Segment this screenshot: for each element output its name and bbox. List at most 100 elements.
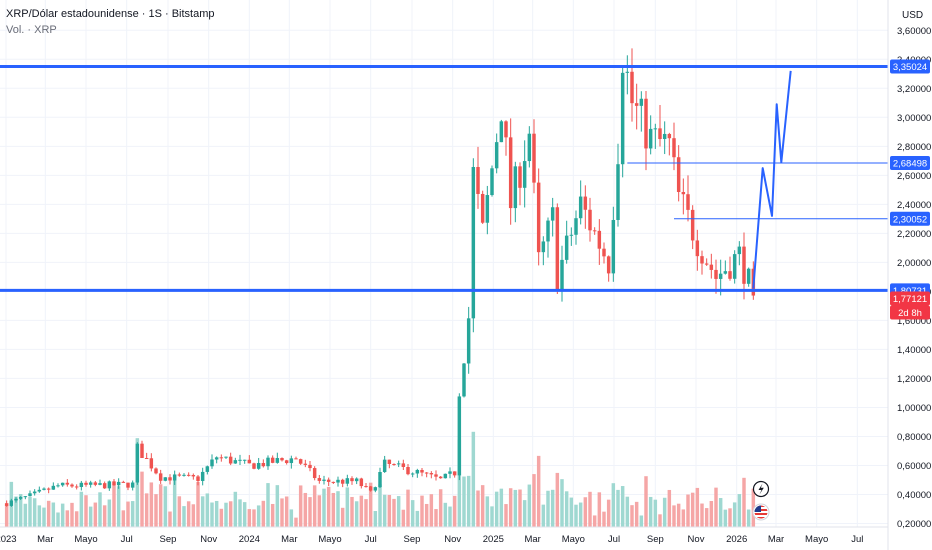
symbol-title[interactable]: XRP/Dólar estadounidense · 1S · Bitstamp [6, 8, 215, 20]
volume-bar [508, 488, 513, 527]
candle-body [28, 493, 32, 497]
candle-body [574, 218, 578, 235]
candle-body [382, 459, 387, 473]
volume-bar [424, 503, 429, 527]
time-axis[interactable]: 2023 Mar Mayo Jul Sep Nov 2024 Mar Mayo Jul Sep Nov… [0, 526, 888, 545]
volume-bar [228, 501, 233, 527]
volume-bar [65, 510, 70, 527]
price-tick-label: 3,60000 [897, 26, 931, 37]
volume-bar [247, 509, 252, 527]
time-tick-label: Jul [608, 534, 620, 545]
volume-bar [373, 511, 378, 527]
candle-body [364, 486, 368, 488]
price-badge-text: 2,68498 [893, 159, 927, 170]
time-tick-label: Mayo [74, 534, 97, 545]
candle-body [714, 269, 718, 279]
volume-bar [14, 496, 18, 527]
volume-bar [588, 491, 592, 527]
candle-body [555, 207, 560, 291]
volume-bar [378, 484, 382, 527]
price-tick-label: 2,20000 [897, 229, 931, 240]
volume-bar [662, 497, 667, 527]
volume-bar [382, 494, 387, 527]
candle-body [345, 478, 350, 484]
volume-bar [448, 506, 452, 527]
candle-body [242, 459, 247, 461]
candle-body [23, 496, 28, 498]
candle-body [177, 474, 182, 476]
volume-bar [275, 485, 280, 527]
candle-body [135, 443, 140, 483]
price-tick-label: 0,40000 [897, 490, 931, 501]
candle-body [667, 133, 672, 139]
price-tick-label: 2,80000 [897, 142, 931, 153]
candle-body [275, 458, 280, 463]
volume-bar [513, 489, 518, 527]
candle-body [597, 230, 602, 249]
volume-bar [266, 483, 270, 527]
volume-bar [84, 495, 88, 527]
candle-body [331, 481, 336, 483]
volume-bar [401, 509, 406, 527]
volume-bar [494, 491, 499, 527]
volume-bar [144, 493, 149, 527]
volume-bar [37, 505, 42, 527]
lightning-icon[interactable] [752, 480, 770, 498]
candle-body [70, 484, 74, 487]
candle-body [602, 248, 606, 257]
candle-body [387, 459, 392, 465]
candle-body [424, 472, 429, 474]
volume-bar [555, 472, 560, 527]
time-tick-label: Nov [688, 534, 705, 545]
volume-bar [294, 517, 298, 527]
candle-body [583, 196, 588, 210]
volume-bar [550, 489, 555, 527]
candle-body [522, 161, 527, 188]
volume-bar [224, 502, 228, 527]
candle-body [326, 479, 331, 482]
time-tick-label: Nov [200, 534, 217, 545]
volume-bar [205, 493, 210, 527]
volume-bar [527, 484, 532, 527]
volume-bar [200, 496, 205, 527]
volume-bar [415, 510, 420, 527]
volume-bar [210, 502, 214, 527]
us-flag-icon[interactable] [752, 503, 770, 521]
volume-bar [140, 471, 144, 527]
candle-body [546, 220, 550, 242]
volume-bar [107, 499, 112, 527]
volume-bar [471, 431, 476, 527]
volume-bar [658, 514, 662, 527]
price-tick-label: 1,40000 [897, 345, 931, 356]
candle-body [266, 457, 270, 467]
candle-body [718, 273, 723, 279]
volume-bar [312, 485, 317, 527]
volume-bar [74, 511, 79, 527]
volume-bar [704, 508, 709, 527]
volume-bar [611, 483, 616, 527]
volume-bar [284, 496, 289, 527]
volume-bar [368, 482, 373, 527]
candle-body [494, 142, 499, 169]
price-axis[interactable]: USD 3,600003,400003,200003,000002,800002… [887, 0, 931, 550]
projection-drawing[interactable] [752, 70, 792, 289]
candle-body [490, 168, 494, 196]
candle-body [378, 472, 382, 488]
candle-body [443, 473, 448, 479]
candle-body [392, 464, 396, 466]
candle-body [98, 483, 102, 485]
candle-body [303, 463, 308, 465]
candle-body [396, 463, 401, 465]
candle-body [480, 193, 485, 223]
candle-body [322, 479, 326, 481]
horizontal-levels[interactable] [0, 64, 888, 292]
volume-bar [410, 500, 415, 527]
candle-body [261, 462, 266, 467]
volume-bar [317, 495, 322, 527]
price-badge-text: 1,80731 [893, 286, 927, 297]
price-tick-label: 0,20000 [897, 519, 931, 530]
volume-bar [322, 488, 326, 527]
volume-bar [392, 498, 396, 527]
volume-label[interactable]: Vol. · XRP [6, 24, 57, 36]
